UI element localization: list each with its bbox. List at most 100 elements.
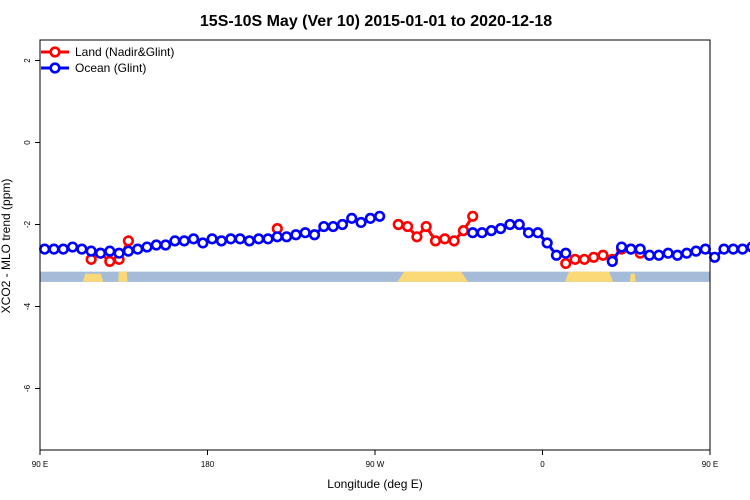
x-tick-label: 90 E (32, 460, 48, 469)
y-axis-label: XCO2 - MLO trend (ppm) (0, 179, 13, 314)
data-point (178, 235, 190, 247)
y-axis: 2 0 -2 -4 -6 (23, 58, 40, 392)
data-point (253, 233, 265, 245)
data-point (560, 257, 572, 270)
data-point (420, 220, 432, 233)
legend-ocean-label: Ocean (Glint) (75, 61, 146, 75)
data-point (653, 249, 665, 261)
data-point (662, 247, 674, 259)
data-point (736, 243, 749, 255)
data-point (197, 237, 209, 249)
data-point (643, 249, 656, 261)
land-region (564, 271, 614, 282)
data-point (476, 227, 488, 239)
data-point (569, 253, 581, 265)
data-point (104, 255, 116, 268)
data-point (94, 247, 107, 259)
data-point (485, 225, 497, 237)
data-point (541, 237, 553, 249)
data-point (467, 227, 479, 239)
data-point (355, 216, 367, 229)
data-point (448, 235, 460, 247)
data-point (150, 239, 162, 251)
x-axis: 90 E 180 90 W 0 90 E (32, 450, 718, 469)
land-region (118, 271, 128, 282)
data-point (411, 231, 423, 243)
data-point (597, 249, 609, 261)
data-point (104, 245, 116, 257)
data-point (401, 220, 414, 233)
data-point (727, 243, 739, 255)
data-point (709, 251, 721, 263)
data-point (606, 255, 618, 268)
data-point (113, 247, 125, 259)
data-point (467, 210, 479, 222)
series-layer (39, 210, 750, 270)
data-point (57, 243, 69, 255)
x-axis-label: Longitude (deg E) (327, 477, 422, 491)
y-tick-label: -6 (23, 384, 32, 392)
data-point (699, 243, 711, 255)
data-point (457, 225, 470, 237)
data-point (578, 253, 590, 265)
ocean-band (40, 271, 710, 282)
data-point (122, 245, 135, 257)
data-point (160, 239, 172, 251)
data-point (560, 247, 572, 259)
data-point (615, 241, 628, 253)
legend-land-label: Land (Nadir&Glint) (75, 45, 174, 59)
land-regions (82, 271, 636, 282)
x-tick-label: 90 W (366, 460, 385, 469)
data-point (513, 218, 525, 231)
data-point (132, 243, 144, 255)
data-point (522, 227, 535, 239)
data-point (187, 233, 200, 245)
data-point (206, 233, 218, 245)
x-tick-label: 180 (201, 460, 215, 469)
data-point (262, 233, 274, 245)
data-point (374, 210, 386, 222)
data-point (280, 231, 293, 243)
data-point (346, 212, 358, 224)
x-tick-label: 0 (540, 460, 545, 469)
legend: Land (Nadir&Glint) Ocean (Glint) (41, 45, 174, 75)
data-point (429, 235, 442, 247)
land-region (629, 273, 636, 282)
data-point (327, 220, 339, 233)
y-tick-label: 2 (23, 58, 32, 63)
data-point (76, 243, 88, 255)
data-point (504, 218, 516, 231)
data-point (625, 243, 637, 255)
data-point (318, 220, 330, 233)
series-ocean (39, 210, 750, 268)
data-point (271, 231, 283, 243)
data-point (439, 233, 451, 245)
data-point (141, 241, 153, 253)
land-region (82, 273, 104, 282)
chart-title: 15S-10S May (Ver 10) 2015-01-01 to 2020-… (200, 13, 552, 30)
data-point (234, 233, 246, 245)
data-point (122, 235, 135, 247)
data-point (550, 249, 563, 261)
data-point (634, 243, 646, 255)
land-ocean-band (40, 271, 710, 282)
y-tick-label: 0 (23, 140, 32, 145)
data-point (495, 223, 507, 235)
land-region (397, 271, 469, 282)
data-point (225, 233, 237, 245)
data-point (66, 241, 79, 253)
y-tick-label: -2 (23, 220, 32, 228)
data-point (690, 245, 702, 257)
legend-land-marker (49, 46, 61, 58)
x-tick-label: 90 E (702, 460, 718, 469)
data-point (681, 247, 693, 259)
data-point (308, 229, 321, 241)
data-point (39, 243, 51, 255)
data-point (532, 227, 544, 239)
data-point (746, 241, 750, 253)
data-point (48, 243, 60, 255)
data-point (290, 229, 302, 241)
data-point (364, 212, 376, 224)
data-point (671, 249, 684, 261)
